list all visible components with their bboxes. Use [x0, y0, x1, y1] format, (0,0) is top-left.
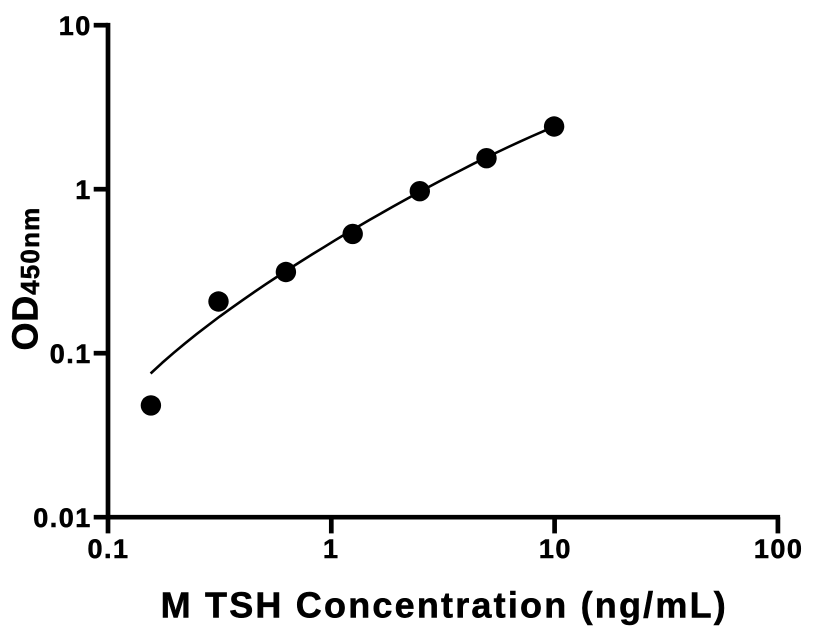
- svg-text:100: 100: [754, 534, 804, 564]
- svg-text:0.1: 0.1: [50, 339, 92, 369]
- svg-text:0.1: 0.1: [88, 534, 130, 564]
- svg-text:10: 10: [59, 11, 92, 41]
- svg-text:1: 1: [323, 534, 340, 564]
- svg-text:M TSH Concentration (ng/mL): M TSH Concentration (ng/mL): [161, 585, 728, 626]
- svg-text:OD450nm: OD450nm: [5, 207, 46, 351]
- svg-text:0.01: 0.01: [33, 503, 92, 533]
- svg-text:10: 10: [539, 534, 572, 564]
- svg-text:1: 1: [75, 175, 92, 205]
